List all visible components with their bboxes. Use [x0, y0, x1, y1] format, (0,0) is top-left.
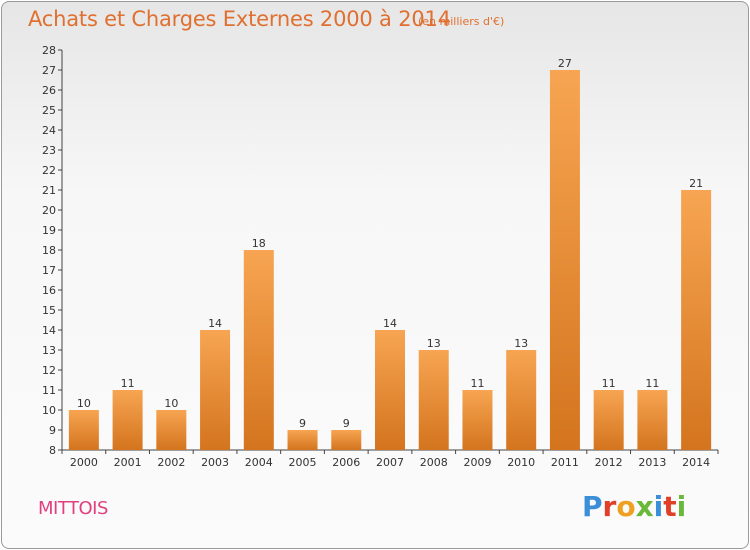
y-tick-label: 11	[42, 384, 56, 397]
x-tick-label: 2005	[289, 456, 317, 469]
logo-letter: x	[635, 490, 654, 523]
x-tick-label: 2014	[682, 456, 710, 469]
x-tick-label: 2004	[245, 456, 273, 469]
y-tick-label: 21	[42, 184, 56, 197]
data-label: 14	[383, 317, 397, 330]
y-tick-label: 20	[42, 204, 56, 217]
y-tick-label: 26	[42, 84, 56, 97]
data-label: 11	[602, 377, 616, 390]
proxiti-logo: Proxiti	[582, 490, 686, 523]
bar	[243, 250, 274, 450]
x-tick-label: 2009	[463, 456, 491, 469]
data-label: 9	[343, 417, 350, 430]
data-label: 10	[77, 397, 91, 410]
bar	[506, 350, 537, 450]
data-label: 21	[689, 177, 703, 190]
logo-letter: t	[663, 490, 677, 523]
chart-unit-note: (en milliers d'€)	[418, 15, 505, 28]
bar	[156, 410, 187, 450]
data-label: 14	[208, 317, 222, 330]
bar	[68, 410, 99, 450]
bar	[112, 390, 143, 450]
data-label: 13	[514, 337, 528, 350]
bar	[593, 390, 624, 450]
bar	[418, 350, 449, 450]
bar	[375, 330, 405, 450]
bar	[637, 390, 668, 450]
x-tick-label: 2002	[157, 456, 185, 469]
chart-title: Achats et Charges Externes 2000 à 2014	[28, 7, 451, 31]
y-tick-label: 8	[49, 444, 56, 457]
logo-letter: i	[676, 490, 687, 523]
y-tick-label: 10	[42, 404, 56, 417]
y-tick-label: 14	[42, 324, 56, 337]
bar	[287, 430, 318, 450]
x-tick-label: 2008	[420, 456, 448, 469]
y-tick-label: 19	[42, 224, 56, 237]
logo-letter: i	[653, 490, 664, 523]
data-label: 27	[558, 57, 572, 70]
y-tick-label: 12	[42, 364, 56, 377]
data-label: 18	[252, 237, 266, 250]
x-tick-label: 2012	[595, 456, 623, 469]
commune-name: MITTOIS	[38, 498, 108, 519]
bar	[331, 430, 362, 450]
y-tick-label: 18	[42, 244, 56, 257]
x-tick-label: 2013	[638, 456, 666, 469]
bar	[462, 390, 493, 450]
data-label: 10	[164, 397, 178, 410]
y-tick-label: 28	[42, 44, 56, 57]
bar	[549, 70, 580, 450]
data-label: 13	[427, 337, 441, 350]
y-tick-label: 27	[42, 64, 56, 77]
y-tick-label: 15	[42, 304, 56, 317]
data-label: 11	[121, 377, 135, 390]
y-tick-label: 23	[42, 144, 56, 157]
bar	[200, 330, 231, 450]
data-label: 11	[470, 377, 484, 390]
x-tick-label: 2006	[332, 456, 360, 469]
x-tick-label: 2001	[114, 456, 142, 469]
data-label: 11	[645, 377, 659, 390]
x-tick-label: 2000	[70, 456, 98, 469]
x-tick-label: 2007	[376, 456, 404, 469]
y-tick-label: 24	[42, 124, 56, 137]
y-tick-label: 16	[42, 284, 56, 297]
data-label: 9	[299, 417, 306, 430]
y-tick-label: 17	[42, 264, 56, 277]
logo-letter: P	[582, 490, 603, 523]
x-tick-label: 2003	[201, 456, 229, 469]
bar	[681, 190, 712, 450]
y-tick-label: 25	[42, 104, 56, 117]
x-tick-label: 2011	[551, 456, 579, 469]
logo-letter: r	[602, 490, 617, 523]
logo-letter: o	[616, 490, 636, 523]
x-tick-label: 2010	[507, 456, 535, 469]
y-tick-label: 22	[42, 164, 56, 177]
y-tick-label: 9	[49, 424, 56, 437]
y-tick-label: 13	[42, 344, 56, 357]
